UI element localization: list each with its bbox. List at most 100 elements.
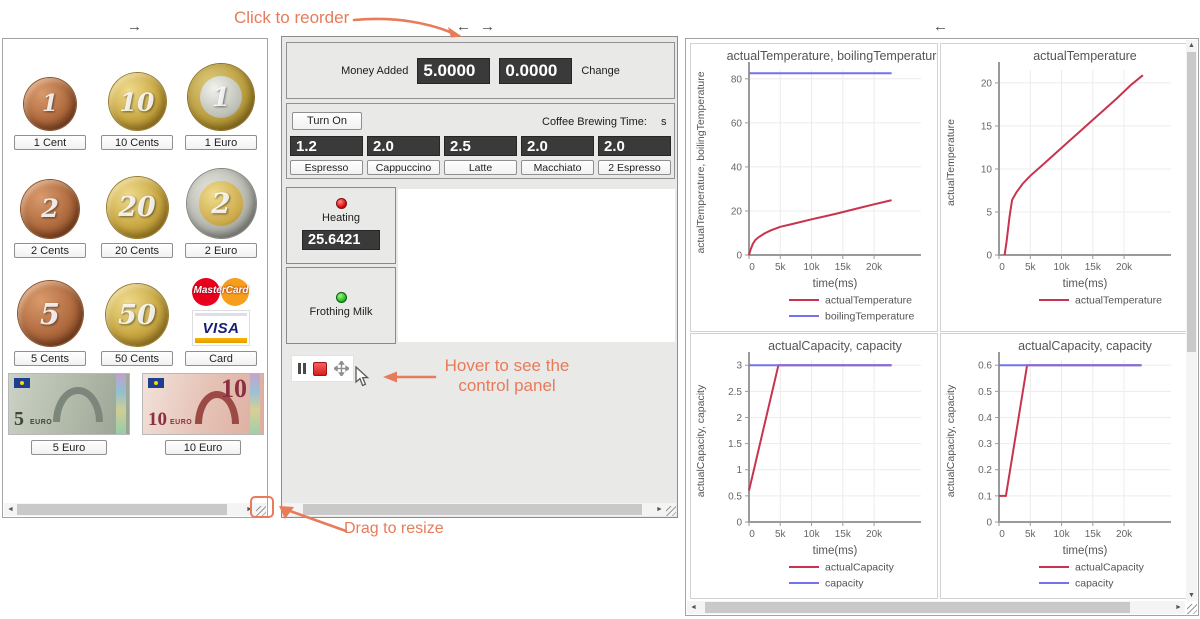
horizontal-scrollbar[interactable]: ◄ ► [687, 601, 1185, 614]
svg-text:10: 10 [981, 164, 993, 175]
svg-text:time(ms): time(ms) [1063, 545, 1108, 557]
scroll-left-icon[interactable]: ◄ [7, 506, 14, 513]
svg-text:15k: 15k [835, 529, 852, 540]
svg-text:15k: 15k [1085, 529, 1102, 540]
money-button[interactable]: 5 Cents [14, 351, 86, 366]
svg-text:actualTemperature, boilingTemp: actualTemperature, boilingTemperature [727, 49, 937, 63]
svg-text:0.4: 0.4 [978, 413, 992, 424]
10-cents-coin-image: 10 [108, 73, 166, 130]
svg-text:actualCapacity, capacity: actualCapacity, capacity [945, 384, 957, 497]
money-added-display: 5.0000 [417, 57, 491, 84]
annotation-highlight-box [250, 496, 274, 518]
resize-grip[interactable] [256, 503, 266, 516]
scroll-down-icon[interactable]: ▼ [1188, 592, 1195, 599]
move-icon[interactable] [334, 361, 349, 376]
5-euro-banknote-image: 5 EURO [8, 373, 130, 435]
svg-text:5k: 5k [775, 529, 787, 540]
drink-price-display-espresso: 1.2 [290, 136, 363, 156]
svg-text:20k: 20k [866, 529, 883, 540]
money-image: 10 10 EURO [142, 373, 264, 435]
money-button[interactable]: 50 Cents [101, 351, 173, 366]
svg-text:actualTemperature: actualTemperature [945, 119, 957, 206]
scroll-left-icon[interactable]: ◄ [690, 604, 697, 611]
1-cent-coin-image: 1 [24, 78, 76, 130]
money-image: 20 [106, 177, 168, 238]
turn-on-button[interactable]: Turn On [292, 112, 362, 130]
money-button[interactable]: 2 Euro [185, 243, 257, 258]
simulation-control-panel [291, 355, 354, 382]
resize-grip[interactable] [666, 503, 676, 516]
drink-price-display-2-espresso: 2.0 [598, 136, 671, 156]
scrollbar-thumb[interactable] [303, 504, 643, 515]
mastercard-logo: MasterCard [189, 276, 253, 308]
1-euro-coin-image: 1 [188, 64, 254, 130]
money-button[interactable]: 1 Euro [185, 135, 257, 150]
scroll-right-icon[interactable]: ► [246, 506, 253, 513]
reorder-right-icon[interactable]: → [127, 18, 142, 35]
change-display: 0.0000 [499, 57, 573, 84]
scrollbar-thumb[interactable] [1187, 52, 1196, 352]
vertical-scrollbar[interactable]: ▲ ▼ [1186, 40, 1197, 601]
svg-text:1: 1 [736, 465, 742, 476]
svg-text:capacity: capacity [1075, 578, 1114, 590]
frothing-milk-box: Frothing Milk [286, 267, 396, 344]
svg-text:capacity: capacity [825, 578, 864, 590]
svg-text:10k: 10k [803, 262, 820, 273]
scrollbar-track[interactable] [700, 601, 1172, 614]
svg-text:0: 0 [986, 518, 992, 529]
svg-text:actualTemperature: actualTemperature [1075, 295, 1162, 307]
drink-button-macchiato[interactable]: Macchiato [521, 160, 594, 175]
svg-text:5k: 5k [1025, 529, 1037, 540]
coffee-machine-panel: Money Added 5.0000 0.0000 Change Turn On… [281, 36, 678, 518]
drink-button-cappuccino[interactable]: Cappuccino [367, 160, 440, 175]
money-button[interactable]: 10 Euro [165, 440, 241, 455]
svg-text:time(ms): time(ms) [813, 545, 858, 557]
money-button[interactable]: 1 Cent [14, 135, 86, 150]
svg-text:0.5: 0.5 [728, 491, 742, 502]
money-button[interactable]: 5 Euro [31, 440, 107, 455]
drink-button-latte[interactable]: Latte [444, 160, 517, 175]
heating-label: Heating [322, 212, 360, 224]
scrollbar-track[interactable] [296, 503, 653, 516]
money-section: Money Added 5.0000 0.0000 Change [286, 42, 675, 99]
reorder-left-icon[interactable]: ← [456, 18, 471, 35]
svg-text:0.2: 0.2 [978, 465, 992, 476]
svg-text:15: 15 [981, 121, 993, 132]
svg-text:2: 2 [736, 413, 742, 424]
svg-text:0: 0 [999, 529, 1005, 540]
horizontal-scrollbar[interactable]: ◄ ► [4, 503, 266, 516]
money-item-2-euro: 2 2 Euro [180, 150, 262, 258]
money-button[interactable]: 10 Cents [101, 135, 173, 150]
stop-icon[interactable] [313, 361, 327, 376]
money-button[interactable]: 20 Cents [101, 243, 173, 258]
annotation-drag-to-resize: Drag to resize [344, 520, 444, 537]
svg-text:15k: 15k [1085, 262, 1102, 273]
mouse-cursor [355, 366, 369, 387]
money-item-1-euro: 1 1 Euro [180, 42, 262, 150]
money-image: MasterCard VISA [189, 276, 253, 346]
frothing-label: Frothing Milk [309, 306, 373, 318]
scroll-up-icon[interactable]: ▲ [1188, 42, 1195, 49]
money-image: 1 [24, 78, 76, 130]
svg-text:5k: 5k [1025, 262, 1037, 273]
drink-button-2-espresso[interactable]: 2 Espresso [598, 160, 671, 175]
scroll-right-icon[interactable]: ► [1175, 604, 1182, 611]
chart-svg: 0 0.1 0.2 0.3 0.4 0.5 0.6 0 5k 10k 15k 20k actualCap… [945, 339, 1171, 590]
brew-time-label: Coffee Brewing Time: [542, 116, 647, 128]
visa-logo: VISA [192, 310, 250, 346]
money-button[interactable]: Card [185, 351, 257, 366]
resize-grip[interactable] [1187, 601, 1197, 614]
chart-capacity-right: 0 0.1 0.2 0.3 0.4 0.5 0.6 0 5k 10k 15k 20k actualCap… [940, 333, 1188, 599]
scrollbar-track[interactable] [17, 503, 243, 516]
reorder-right-icon[interactable]: → [480, 18, 495, 35]
reorder-left-icon[interactable]: ← [933, 18, 948, 35]
scroll-right-icon[interactable]: ► [656, 506, 663, 513]
drink-button-espresso[interactable]: Espresso [290, 160, 363, 175]
money-item-card: MasterCard VISA Card [180, 258, 262, 366]
scrollbar-thumb[interactable] [17, 504, 228, 515]
pause-icon[interactable] [298, 363, 306, 374]
money-button[interactable]: 2 Cents [14, 243, 86, 258]
scrollbar-thumb[interactable] [704, 602, 1130, 613]
brew-time-unit: s [661, 116, 667, 128]
2-euro-coin-image: 2 [186, 169, 256, 238]
